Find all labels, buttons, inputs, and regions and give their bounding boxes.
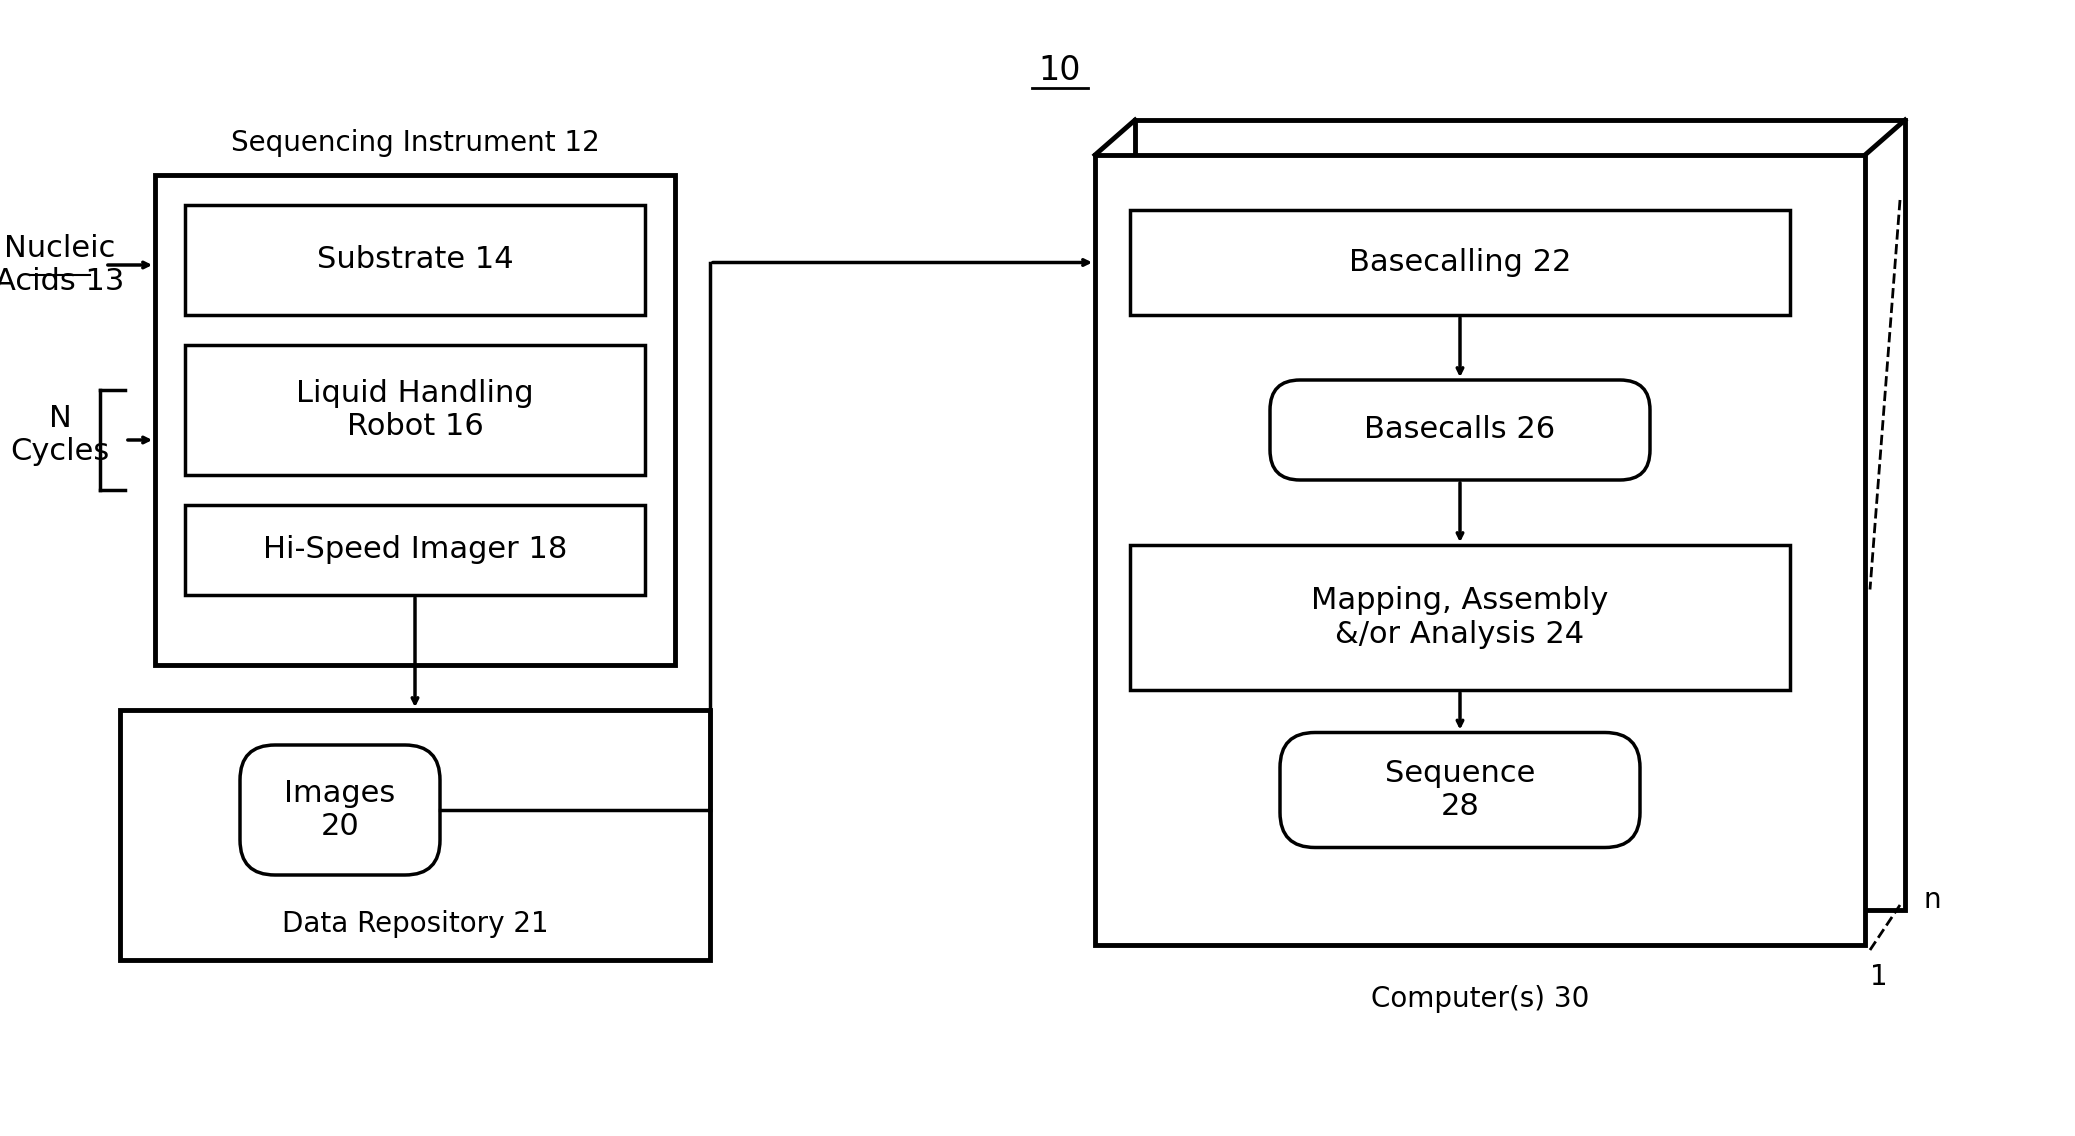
Text: Images
20: Images 20 bbox=[284, 778, 396, 842]
Bar bbox=[1131, 210, 1791, 315]
Bar bbox=[1135, 120, 1905, 910]
Text: Hi-Speed Imager 18: Hi-Speed Imager 18 bbox=[264, 535, 566, 565]
FancyBboxPatch shape bbox=[1280, 733, 1639, 847]
Text: Basecalls 26: Basecalls 26 bbox=[1365, 416, 1556, 444]
Text: Computer(s) 30: Computer(s) 30 bbox=[1372, 985, 1589, 1013]
Text: Sequencing Instrument 12: Sequencing Instrument 12 bbox=[230, 130, 600, 157]
Bar bbox=[120, 710, 710, 960]
Text: Data Repository 21: Data Repository 21 bbox=[282, 910, 548, 938]
Bar bbox=[1131, 545, 1791, 690]
Text: Nucleic
Acids 13: Nucleic Acids 13 bbox=[0, 234, 124, 296]
Text: Basecalling 22: Basecalling 22 bbox=[1349, 248, 1571, 277]
Bar bbox=[185, 204, 645, 315]
Text: Sequence
28: Sequence 28 bbox=[1384, 759, 1536, 821]
Text: N
Cycles: N Cycles bbox=[10, 403, 110, 466]
Text: 1: 1 bbox=[1870, 963, 1888, 991]
Text: Liquid Handling
Robot 16: Liquid Handling Robot 16 bbox=[297, 378, 533, 441]
Text: Substrate 14: Substrate 14 bbox=[317, 245, 513, 275]
Bar bbox=[1096, 154, 1865, 945]
Text: n: n bbox=[1924, 886, 1940, 914]
Bar bbox=[185, 506, 645, 595]
Bar bbox=[156, 175, 674, 665]
Bar bbox=[185, 345, 645, 475]
FancyBboxPatch shape bbox=[241, 745, 440, 875]
FancyBboxPatch shape bbox=[1270, 381, 1650, 481]
Text: Mapping, Assembly
&/or Analysis 24: Mapping, Assembly &/or Analysis 24 bbox=[1311, 586, 1608, 649]
Text: 10: 10 bbox=[1040, 53, 1081, 86]
